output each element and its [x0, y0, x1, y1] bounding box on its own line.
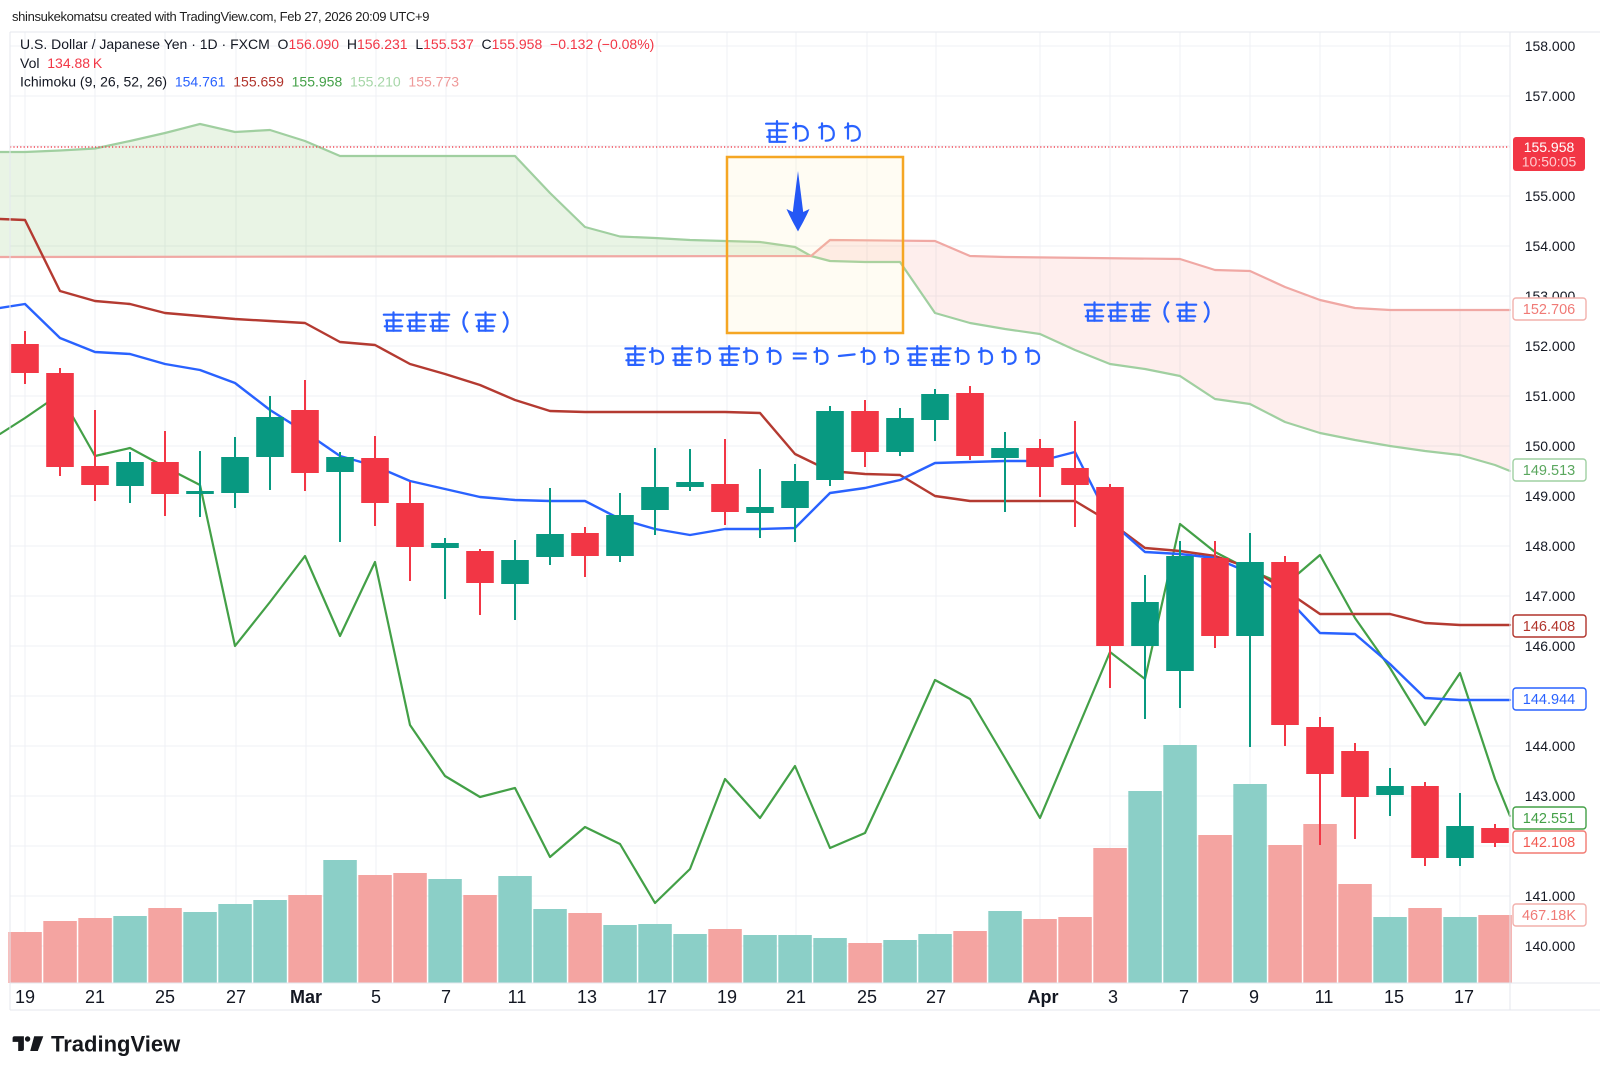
svg-text:27: 27	[226, 987, 246, 1007]
svg-text:142.551: 142.551	[1523, 811, 1575, 827]
svg-text:21: 21	[786, 987, 806, 1007]
svg-text:Vol 134.88 K: Vol 134.88 K	[20, 55, 103, 71]
svg-text:148.000: 148.000	[1525, 538, 1576, 554]
svg-text:7: 7	[441, 987, 451, 1007]
svg-text:140.000: 140.000	[1525, 938, 1576, 954]
svg-text:151.000: 151.000	[1525, 388, 1576, 404]
svg-text:9: 9	[1249, 987, 1259, 1007]
svg-text:141.000: 141.000	[1525, 888, 1576, 904]
svg-text:144.944: 144.944	[1523, 692, 1575, 708]
svg-text:13: 13	[577, 987, 597, 1007]
svg-text:147.000: 147.000	[1525, 588, 1576, 604]
svg-text:150.000: 150.000	[1525, 438, 1576, 454]
svg-text:157.000: 157.000	[1525, 88, 1576, 104]
svg-text:17: 17	[1454, 987, 1474, 1007]
svg-text:7: 7	[1179, 987, 1189, 1007]
svg-text:TradingView: TradingView	[51, 1032, 181, 1057]
svg-text:10:50:05: 10:50:05	[1522, 154, 1577, 170]
svg-text:155.000: 155.000	[1525, 188, 1576, 204]
svg-text:154.000: 154.000	[1525, 238, 1576, 254]
svg-text:3: 3	[1108, 987, 1118, 1007]
svg-text:21: 21	[85, 987, 105, 1007]
svg-text:11: 11	[1315, 987, 1334, 1007]
svg-text:5: 5	[371, 987, 381, 1007]
svg-text:152.706: 152.706	[1523, 302, 1575, 318]
svg-text:U.S. Dollar / Japanese Yen · 1: U.S. Dollar / Japanese Yen · 1D · FXCM O…	[20, 36, 654, 52]
svg-text:143.000: 143.000	[1525, 788, 1576, 804]
svg-text:27: 27	[926, 987, 946, 1007]
svg-text:25: 25	[155, 987, 175, 1007]
svg-text:149.000: 149.000	[1525, 488, 1576, 504]
svg-text:144.000: 144.000	[1525, 738, 1576, 754]
svg-text:11: 11	[508, 987, 527, 1007]
svg-text:158.000: 158.000	[1525, 38, 1576, 54]
svg-text:142.108: 142.108	[1523, 835, 1575, 851]
svg-text:155.958: 155.958	[1524, 139, 1575, 155]
svg-text:19: 19	[15, 987, 35, 1007]
svg-text:146.408: 146.408	[1523, 619, 1575, 635]
svg-text:Mar: Mar	[290, 987, 322, 1007]
svg-text:15: 15	[1384, 987, 1404, 1007]
svg-text:shinsukekomatsu created with T: shinsukekomatsu created with TradingView…	[12, 9, 429, 24]
svg-text:25: 25	[857, 987, 877, 1007]
svg-text:467.18K: 467.18K	[1522, 908, 1576, 924]
svg-text:149.513: 149.513	[1523, 463, 1575, 479]
svg-text:Ichimoku (9, 26, 52, 26) 154.: Ichimoku (9, 26, 52, 26) 154.761 155.659…	[20, 74, 459, 90]
svg-text:17: 17	[647, 987, 667, 1007]
svg-text:152.000: 152.000	[1525, 338, 1576, 354]
svg-text:19: 19	[717, 987, 737, 1007]
svg-text:Apr: Apr	[1028, 987, 1059, 1007]
svg-text:146.000: 146.000	[1525, 638, 1576, 654]
